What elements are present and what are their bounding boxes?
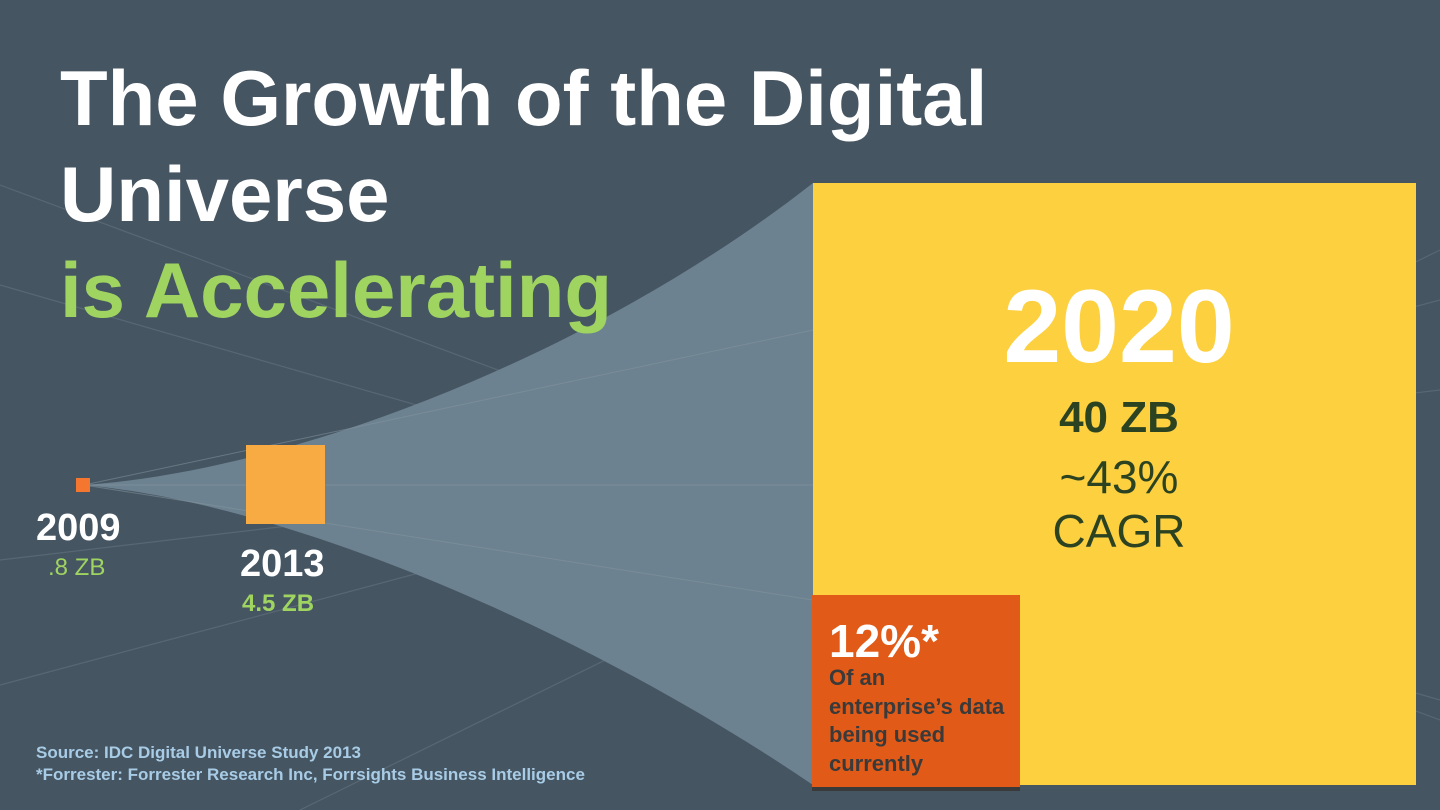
source-line-2: *Forrester: Forrester Research Inc, Forr…: [36, 765, 585, 784]
source-line-1: Source: IDC Digital Universe Study 2013: [36, 743, 361, 762]
year-2009: 2009: [36, 507, 121, 549]
square-2013: [246, 445, 325, 524]
title-line-1: The Growth of the Digital: [60, 54, 988, 142]
growth-rate-value: ~43%: [1059, 451, 1179, 503]
growth-rate-label: CAGR: [1052, 505, 1186, 557]
growth-cone: [84, 183, 813, 785]
callout-percent: 12%*: [829, 615, 939, 667]
callout-description: Of an enterprise’s data being used curre…: [829, 665, 1005, 776]
amount-2013: 4.5 ZB: [242, 590, 315, 617]
square-2009: [76, 478, 90, 492]
year-2013: 2013: [240, 543, 325, 585]
amount-2020: 40 ZB: [1059, 393, 1179, 442]
amount-2009: .8 ZB: [48, 554, 106, 581]
title-accent: is Accelerating: [60, 246, 613, 334]
enterprise-data-callout: [812, 595, 1020, 791]
year-2020: 2020: [1003, 269, 1235, 385]
slide-title: The Growth of the Digital Universe is Ac…: [60, 50, 987, 338]
growth-rate: ~43% CAGR: [813, 450, 1425, 558]
title-line-2: Universe: [60, 150, 390, 238]
